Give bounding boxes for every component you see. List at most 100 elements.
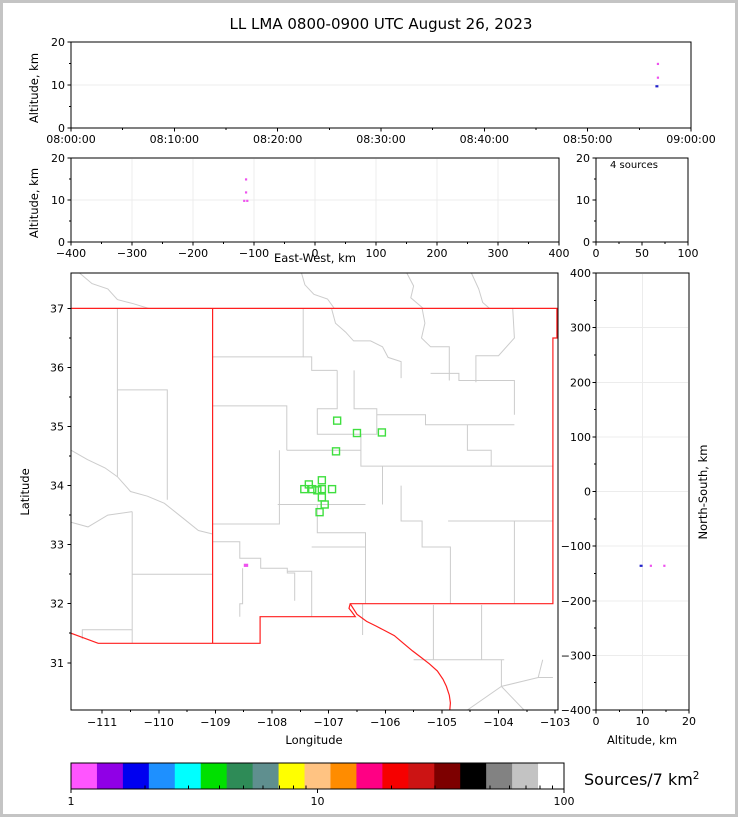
x-tick-label: 08:50:00: [563, 133, 612, 146]
data-point: [656, 62, 660, 66]
x-tick-label: 100: [678, 247, 699, 260]
x-tick-label: −104: [483, 716, 513, 729]
y-tick-label: 100: [570, 431, 591, 444]
x-tick-label: 08:00:00: [46, 133, 95, 146]
county-border: [331, 308, 402, 379]
county-border: [239, 568, 244, 617]
colorbar-segment: [434, 763, 461, 789]
station-marker: [331, 447, 341, 456]
colorbar-segment: [174, 763, 202, 789]
county-border: [501, 677, 553, 687]
station-marker: [352, 428, 362, 438]
y-tick-label: 0: [584, 486, 591, 499]
y-tick-label: −400: [561, 704, 591, 717]
map-xlabel: Longitude: [285, 733, 342, 747]
station-marker: [317, 493, 327, 502]
x-tick-label: −300: [117, 247, 147, 260]
y-tick-label: 33: [50, 539, 64, 552]
y-tick-label: 34: [50, 480, 64, 493]
x-tick-label: −105: [427, 716, 457, 729]
station-marker: [377, 428, 387, 437]
y-tick-label: 32: [50, 598, 64, 611]
colorbar-label: Sources/7 km2: [584, 770, 699, 789]
x-tick-label: 09:00:00: [666, 133, 715, 146]
panel-ns_height-points: [639, 564, 666, 567]
county-border: [501, 686, 525, 710]
colorbar-segment: [330, 763, 357, 789]
colorbar-segment: [200, 763, 228, 789]
colorbar: [70, 762, 565, 790]
x-tick-label: −109: [200, 716, 230, 729]
y-tick-label: 0: [58, 122, 65, 135]
county-border: [287, 570, 313, 617]
county-border: [400, 485, 451, 604]
ns-panel-xlabel: Altitude, km: [607, 733, 677, 747]
county-border: [316, 504, 366, 547]
x-tick-label: −111: [87, 716, 117, 729]
county-border: [212, 308, 304, 358]
panel-ns_height: [595, 272, 690, 711]
county-border: [311, 546, 366, 604]
county-border: [117, 389, 168, 500]
state-border: [71, 337, 558, 644]
county-border: [301, 273, 335, 309]
x-tick-label: 20: [682, 715, 696, 728]
ew-panel-xlabel: East-West, km: [274, 251, 356, 265]
x-tick-label: −110: [144, 716, 174, 729]
county-border: [430, 372, 515, 415]
x-tick-label: 50: [635, 247, 649, 260]
colorbar-segment: [226, 763, 254, 789]
y-tick-label: 400: [570, 267, 591, 280]
station-marker: [315, 507, 324, 517]
colorbar-segment: [356, 763, 383, 789]
data-point: [243, 199, 246, 202]
county-border: [212, 541, 296, 601]
cb-tick-label: 1: [68, 795, 75, 808]
ns-panel-ylabel: North-South, km: [696, 445, 710, 540]
panel-alt_histogram-ticks: [592, 157, 689, 246]
plot-canvas: 08:00:00 08:10:00 08:20:00 08:30:00 08:40:00…: [18, 15, 716, 808]
county-border: [79, 273, 149, 309]
station-marker: [327, 484, 337, 494]
panel-time_height-ticks: [67, 41, 692, 132]
map-layers: [71, 273, 558, 710]
x-tick-label: 300: [488, 247, 509, 260]
panel-ns_height-ticks: [592, 272, 690, 714]
source-dot: [243, 563, 249, 567]
y-tick-label: −300: [561, 649, 591, 662]
county-border: [406, 273, 424, 309]
data-point: [639, 564, 643, 567]
map-ticks: [67, 307, 556, 714]
cb-tick-label: 100: [554, 795, 575, 808]
map-ylabel: Latitude: [18, 468, 32, 515]
y-tick-label: 20: [51, 152, 65, 165]
station-marker: [313, 486, 322, 495]
county-border: [212, 405, 288, 451]
y-tick-label: 0: [58, 236, 65, 249]
data-point: [663, 564, 666, 567]
x-tick-label: −107: [314, 716, 344, 729]
y-tick-label: 300: [570, 322, 591, 335]
panel-time_height: [70, 41, 692, 129]
y-tick-label: 20: [576, 152, 590, 165]
x-tick-label: 0: [593, 715, 600, 728]
county-border: [71, 449, 213, 535]
x-tick-label: −100: [239, 247, 269, 260]
x-tick-label: 08:20:00: [253, 133, 302, 146]
county-border: [470, 273, 490, 309]
panel-ew_height: [70, 157, 560, 243]
x-tick-label: −400: [56, 247, 86, 260]
data-point: [246, 199, 249, 202]
x-tick-label: 10: [636, 715, 650, 728]
colorbar-label-superscript: 2: [693, 770, 700, 782]
y-tick-label: 200: [570, 376, 591, 389]
station-marker: [308, 484, 317, 494]
county-border: [71, 511, 133, 528]
colorbar-ticks: [70, 785, 565, 793]
colorbar-segment: [96, 763, 124, 789]
y-tick-label: 20: [51, 36, 65, 49]
y-tick-label: −200: [561, 595, 591, 608]
panel-ew_height-points: [243, 178, 249, 202]
y-tick-label: −100: [561, 540, 591, 553]
county-border: [376, 414, 515, 426]
